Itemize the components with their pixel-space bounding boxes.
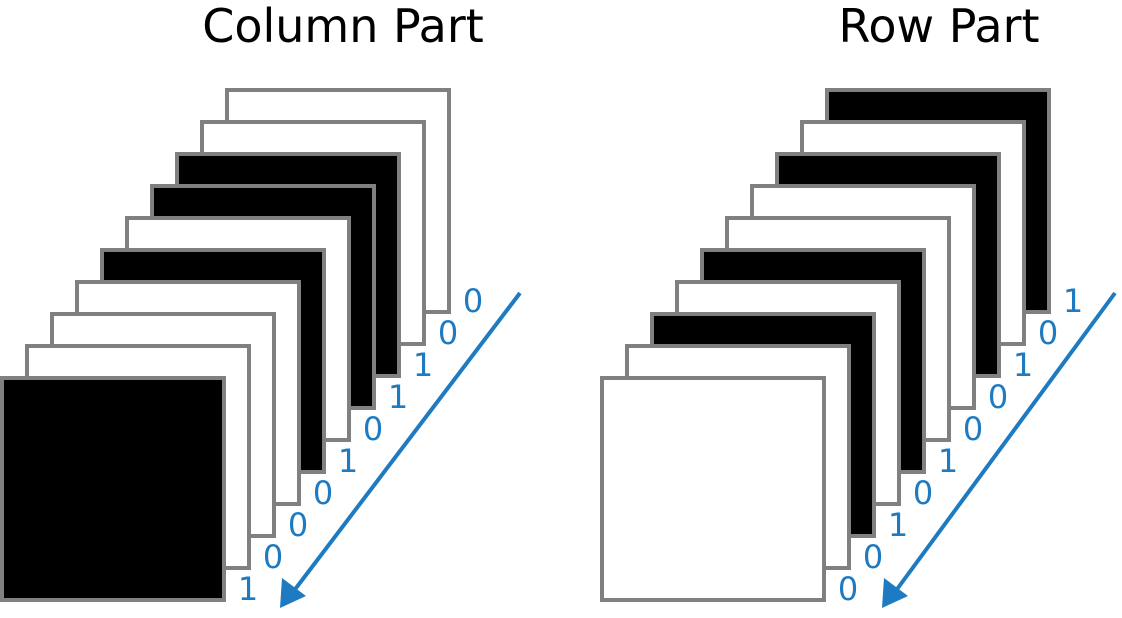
column-part-title: Column Part bbox=[202, 0, 484, 53]
column-part-frame-stack bbox=[0, 88, 451, 602]
row-part-title: Row Part bbox=[838, 0, 1039, 53]
row-part-bit-label-5: 1 bbox=[938, 442, 958, 480]
row-part-arrow bbox=[882, 291, 1117, 608]
column-part-arrow bbox=[280, 291, 522, 608]
row-part-arrow-head bbox=[882, 578, 908, 608]
column-part-bit-label-10: 0 bbox=[463, 282, 483, 320]
column-part-bit-label-5: 1 bbox=[338, 442, 358, 480]
column-part-bit-label-7: 1 bbox=[388, 378, 408, 416]
row-part-bit-label-9: 0 bbox=[1038, 314, 1058, 352]
row-part-bit-label-3: 1 bbox=[888, 506, 908, 544]
row-part-bit-label-2: 0 bbox=[863, 538, 883, 576]
row-part-bit-label-8: 1 bbox=[1013, 346, 1033, 384]
column-part-bit-label-6: 0 bbox=[363, 410, 383, 448]
row-part-frame-1 bbox=[600, 376, 826, 602]
column-part-bit-label-9: 0 bbox=[438, 314, 458, 352]
row-part-frame-stack bbox=[600, 88, 1051, 602]
column-part-bit-label-2: 0 bbox=[263, 538, 283, 576]
column-part-bit-label-8: 1 bbox=[413, 346, 433, 384]
column-part-bit-label-4: 0 bbox=[313, 474, 333, 512]
row-part-bit-label-7: 0 bbox=[988, 378, 1008, 416]
column-part-arrow-head bbox=[280, 578, 306, 608]
column-part-bit-label-3: 0 bbox=[288, 506, 308, 544]
row-part-bit-label-1: 0 bbox=[838, 570, 858, 608]
column-part-frame-1 bbox=[0, 376, 226, 602]
row-part-bit-label-4: 0 bbox=[913, 474, 933, 512]
row-part-arrow-line bbox=[890, 291, 1117, 598]
row-part-bit-label-10: 1 bbox=[1063, 282, 1083, 320]
column-part-bit-label-1: 1 bbox=[238, 570, 258, 608]
row-part-bit-label-6: 0 bbox=[963, 410, 983, 448]
column-part-arrow-line bbox=[288, 291, 522, 598]
